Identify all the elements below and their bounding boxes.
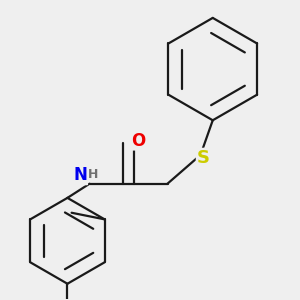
Text: N: N [74, 167, 87, 184]
Text: O: O [131, 132, 145, 150]
Text: H: H [88, 168, 98, 181]
Text: S: S [197, 148, 210, 166]
